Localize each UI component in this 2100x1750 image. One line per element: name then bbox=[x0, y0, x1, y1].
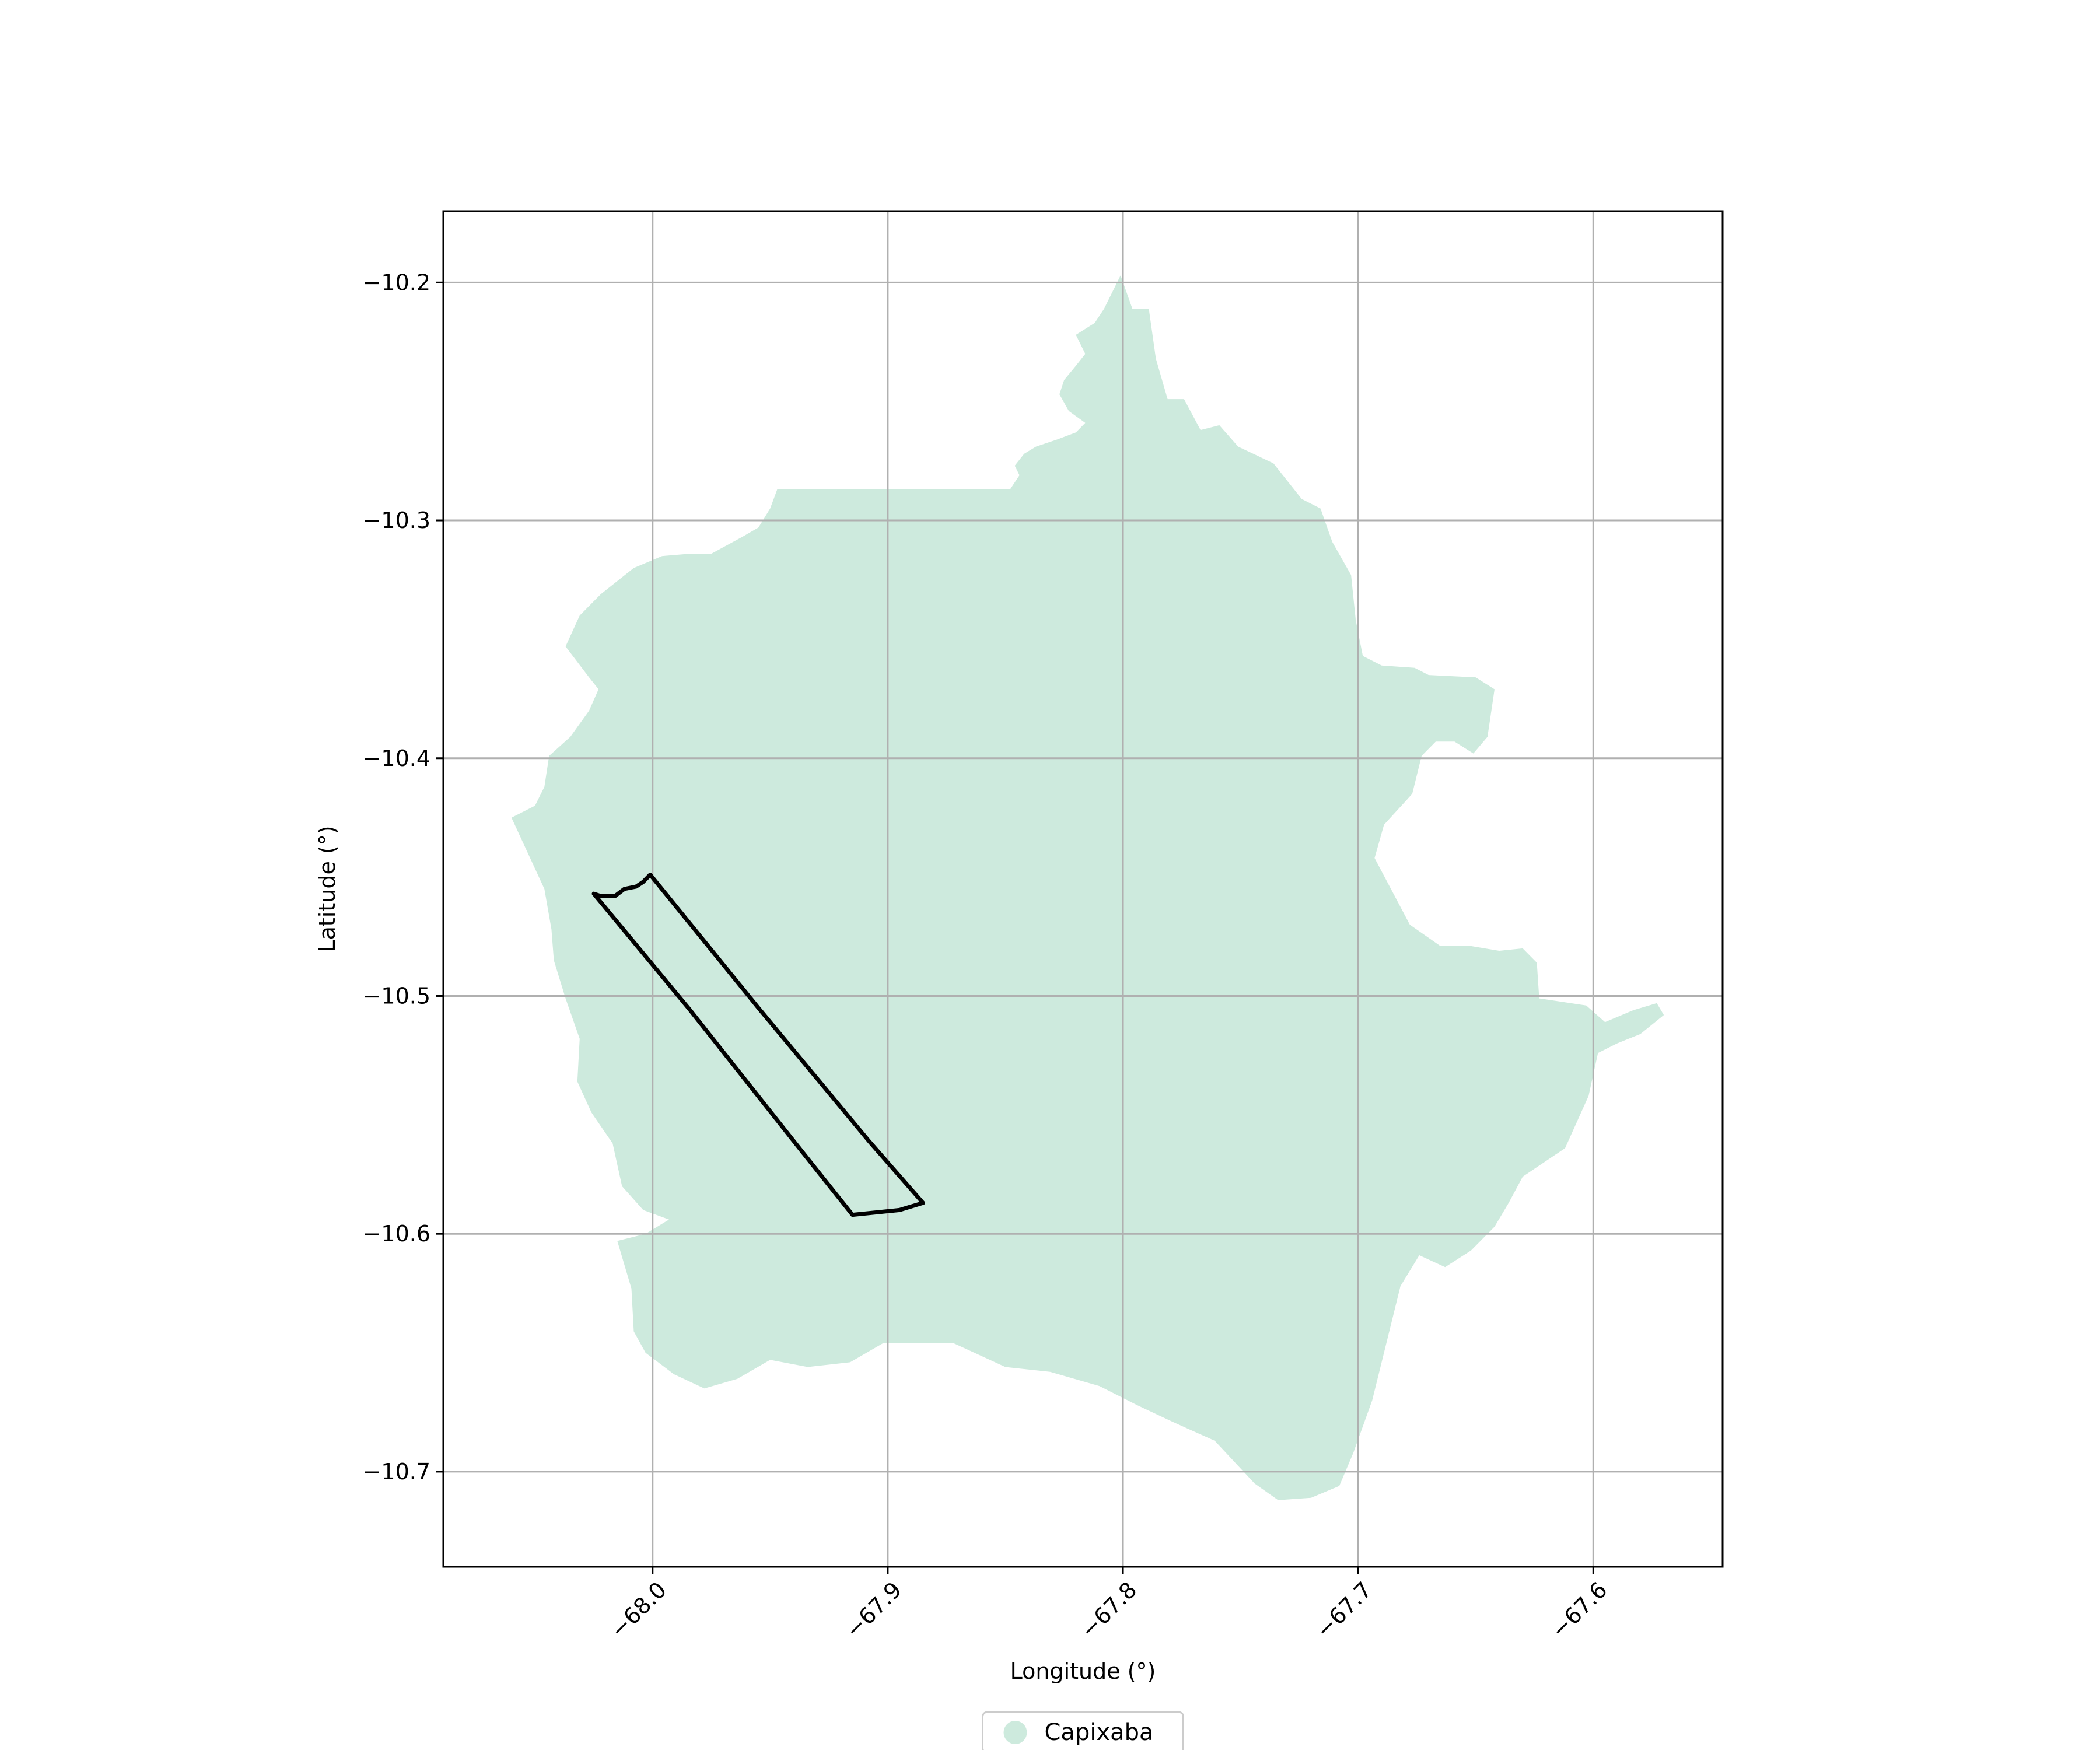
y-tick-label: −10.6 bbox=[363, 1221, 430, 1247]
y-tick-label: −10.4 bbox=[363, 746, 430, 771]
outlined-area-boundary bbox=[592, 873, 925, 1217]
grid-lines bbox=[443, 211, 1723, 1567]
y-tick-label: −10.5 bbox=[363, 983, 430, 1009]
y-axis-title: Latitude (°) bbox=[314, 825, 340, 952]
legend-swatch bbox=[1003, 1721, 1027, 1744]
y-tick-label: −10.7 bbox=[363, 1459, 430, 1485]
y-tick-label: −10.2 bbox=[363, 270, 430, 295]
legend: Capixaba bbox=[982, 1711, 1184, 1750]
capixaba-region bbox=[511, 275, 1664, 1500]
legend-box bbox=[982, 1711, 1184, 1750]
legend-label: Capixaba bbox=[1045, 1719, 1154, 1746]
y-tick-label: −10.3 bbox=[363, 508, 430, 533]
map-plot-area bbox=[442, 210, 1724, 1568]
axes-frame bbox=[442, 210, 1724, 1568]
y-axis-ticks: −10.2 −10.3 −10.4 −10.5 −10.6 −10.7 bbox=[363, 270, 443, 1485]
x-axis-title: Longitude (°) bbox=[1010, 1658, 1156, 1684]
